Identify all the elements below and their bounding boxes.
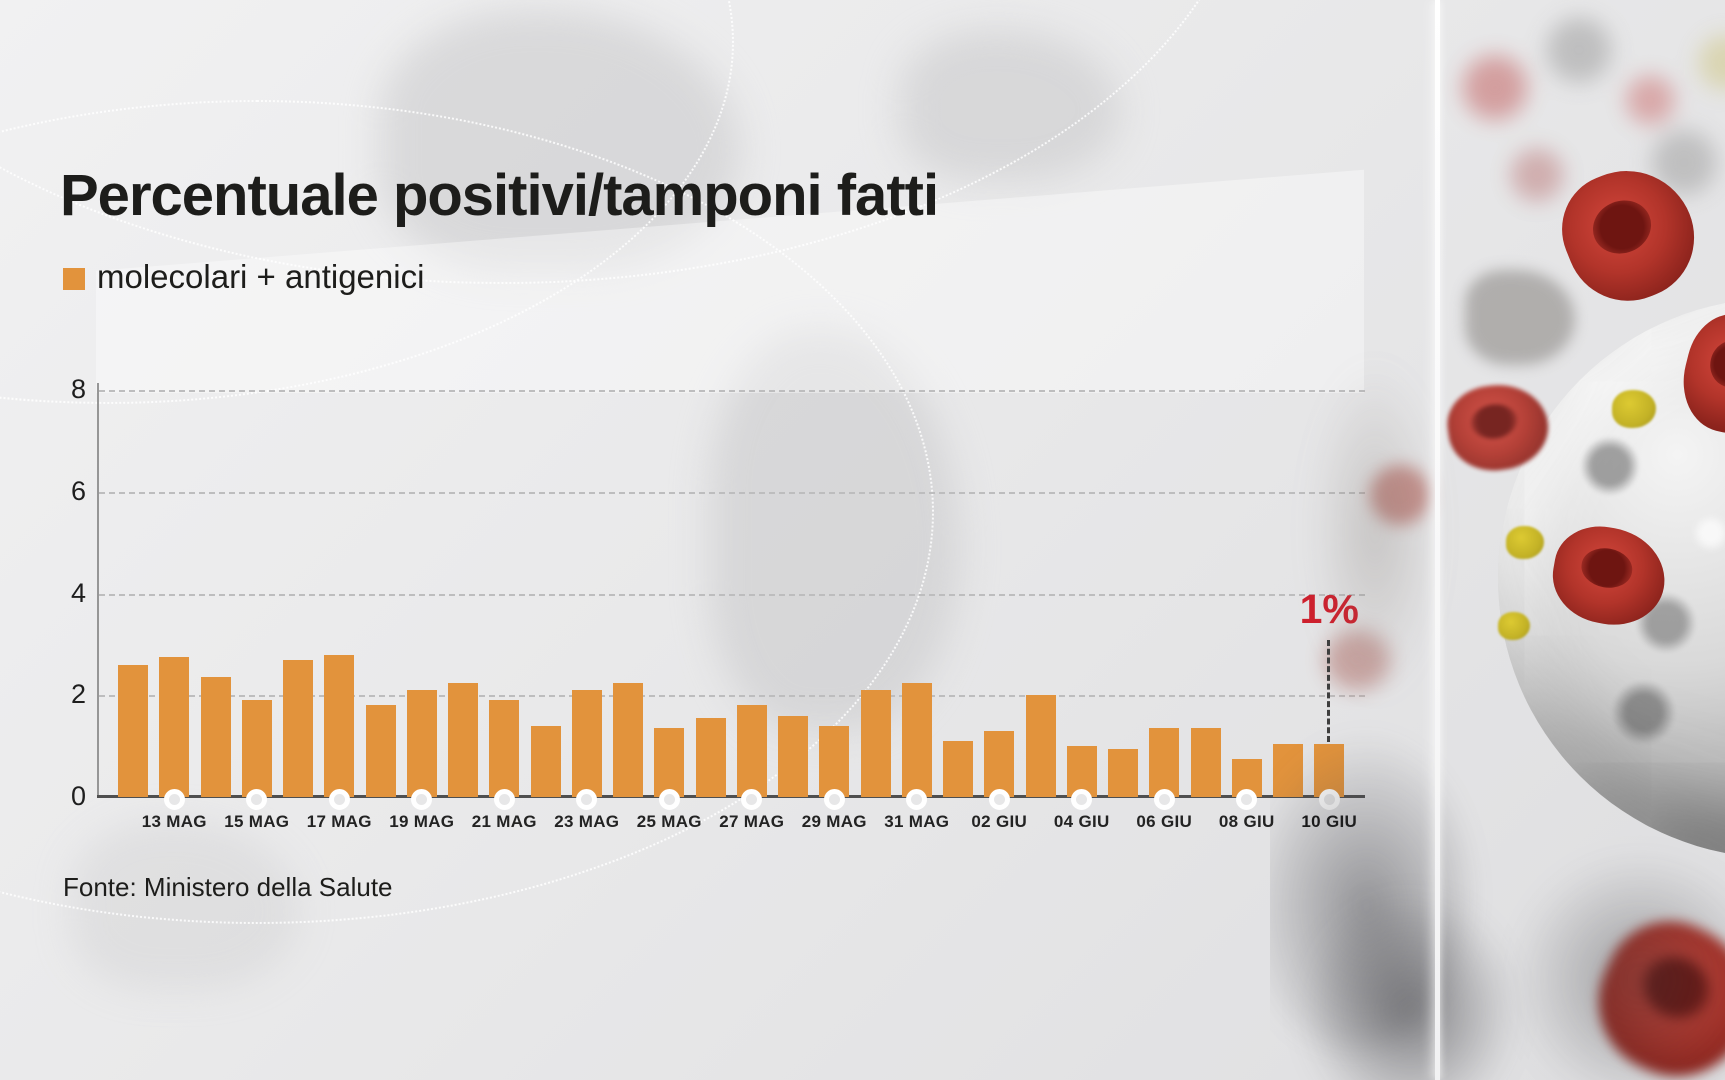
x-axis-tick-label: 13 MAG (141, 812, 207, 831)
bar (530, 725, 561, 797)
y-axis-tick-label: 6 (70, 475, 86, 506)
x-axis-tick-marker (328, 789, 350, 810)
x-axis-tick-label: 04 GIU (1053, 812, 1110, 831)
x-axis-tick-marker (576, 789, 598, 810)
x-axis-tick-label: 19 MAG (389, 812, 455, 831)
x-axis-tick-marker (741, 789, 763, 810)
bar (901, 682, 932, 797)
bar (1066, 746, 1097, 797)
bar (943, 741, 973, 797)
x-axis-tick-label: 21 MAG (471, 812, 537, 831)
page-title: Percentuale positivi/tamponi fatti (60, 163, 939, 228)
foreground-smoke (1300, 890, 1520, 1080)
bar (695, 718, 726, 797)
x-axis-tick-label: 31 MAG (884, 812, 950, 831)
bar (1108, 748, 1138, 797)
virus-gray-spike-blurred (1465, 270, 1575, 365)
gridline (99, 491, 1365, 494)
x-axis-tick-label: 08 GIU (1218, 812, 1275, 831)
y-axis-tick-label: 0 (70, 781, 86, 811)
gridline (99, 695, 1365, 698)
virus-yellow-blob (1612, 390, 1656, 428)
x-axis-tick-marker (823, 789, 845, 810)
bar (241, 700, 272, 797)
x-axis-tick-label: 02 GIU (971, 812, 1028, 831)
x-axis-tick-marker (163, 789, 185, 810)
legend-label: molecolari + antigenici (97, 258, 425, 295)
x-axis-tick-label: 29 MAG (801, 812, 867, 831)
x-axis-tick-label: 06 GIU (1136, 812, 1193, 831)
bar (736, 705, 767, 797)
foreground-smoke (1310, 360, 1440, 700)
virus-illustration (1270, 0, 1725, 1080)
y-axis-tick-label: 4 (70, 577, 86, 608)
y-axis-line (97, 383, 99, 798)
x-axis-tick-marker (246, 789, 268, 810)
bar (654, 728, 685, 797)
bar (406, 690, 437, 797)
bar (159, 657, 190, 797)
x-axis-tick-marker (988, 789, 1010, 810)
x-axis-tick-label: 25 MAG (636, 812, 702, 831)
y-axis-tick-label: 2 (70, 679, 86, 710)
bar (819, 725, 850, 797)
x-axis-tick-marker (1071, 789, 1093, 810)
bar (448, 682, 478, 797)
bar-chart (99, 390, 1365, 797)
annotation-dashed-line (1327, 640, 1331, 742)
x-axis-tick-marker (493, 789, 515, 810)
bar (1025, 695, 1056, 797)
x-axis-tick-label: 27 MAG (719, 812, 785, 831)
bar (778, 715, 808, 797)
bar (613, 682, 643, 797)
virus-yellow-blob (1506, 526, 1544, 559)
legend: molecolari + antigenici (63, 258, 424, 296)
sphere-shadow (1510, 850, 1725, 1080)
y-axis-tick-label: 8 (70, 374, 86, 404)
x-axis-tick-marker (658, 789, 680, 810)
x-axis-tick-label: 23 MAG (554, 812, 620, 831)
virus-red-bokeh (1325, 630, 1390, 690)
x-axis-tick-marker (1236, 789, 1258, 810)
bar (365, 705, 396, 797)
glass-edge-highlight (1435, 0, 1440, 1080)
x-axis-tick-label: 17 MAG (306, 812, 372, 831)
bar (489, 700, 520, 797)
legend-swatch-icon (63, 268, 85, 290)
x-axis-baseline (97, 795, 1365, 798)
annotation-value: 1% (1300, 586, 1359, 633)
bar (1190, 728, 1221, 797)
bar (283, 659, 313, 797)
gridline (99, 390, 1365, 392)
bar (571, 690, 602, 797)
bar (200, 677, 231, 797)
source-label: Fonte: Ministero della Salute (63, 872, 393, 902)
x-axis-tick-marker (906, 789, 928, 810)
virus-yellow-blob (1498, 612, 1530, 640)
gridline (99, 593, 1365, 596)
x-axis-tick-marker (411, 789, 433, 810)
bar (1149, 728, 1180, 797)
x-axis-tick-label: 15 MAG (224, 812, 290, 831)
x-axis-tick-marker (1153, 789, 1175, 810)
bar (324, 654, 355, 797)
bar (118, 664, 148, 797)
bar (984, 730, 1015, 797)
virus-red-bokeh (1370, 465, 1430, 525)
bar (860, 690, 891, 797)
